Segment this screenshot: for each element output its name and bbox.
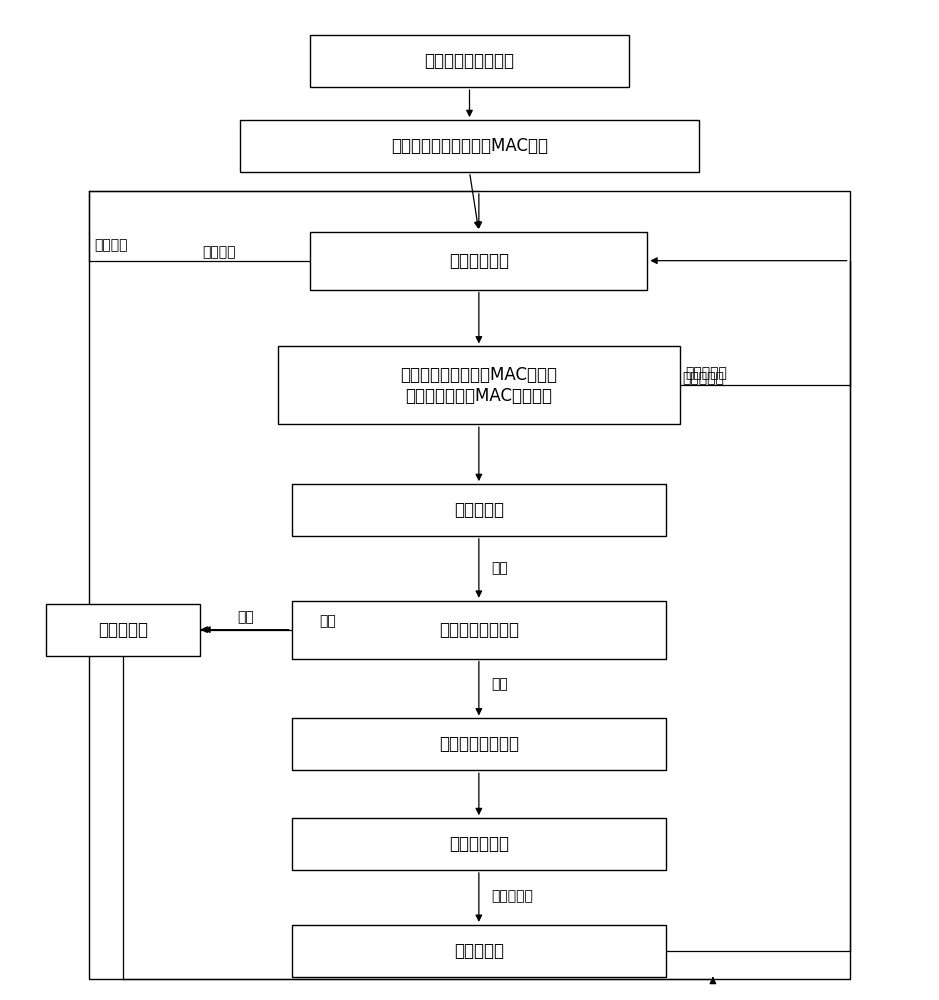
Text: 延时: 延时: [491, 561, 508, 575]
Text: 关闭车位锁: 关闭车位锁: [454, 942, 504, 960]
Bar: [292, 718, 666, 770]
Bar: [278, 346, 680, 424]
Text: 未搜索到: 未搜索到: [94, 239, 128, 253]
Text: 未搜索到: 未搜索到: [203, 246, 237, 260]
Text: 关闭车位锁: 关闭车位锁: [98, 621, 148, 639]
Text: 比对不一致: 比对不一致: [682, 371, 724, 385]
Bar: [292, 601, 666, 659]
Bar: [240, 120, 699, 172]
Text: 比对不一致: 比对不一致: [685, 366, 727, 380]
Bar: [292, 484, 666, 536]
Bar: [292, 818, 666, 870]
Bar: [89, 191, 850, 979]
Text: 车位上无车: 车位上无车: [491, 889, 533, 903]
Text: 打开车位锁: 打开车位锁: [454, 501, 504, 519]
Bar: [46, 604, 200, 656]
Text: 搜索蓝牙信号: 搜索蓝牙信号: [449, 252, 509, 270]
Text: 无车: 无车: [238, 611, 254, 625]
Bar: [311, 232, 647, 290]
Text: 车辆离开车库: 车辆离开车库: [449, 835, 509, 853]
Bar: [311, 35, 628, 87]
Text: 启动车辆检测模块: 启动车辆检测模块: [439, 621, 519, 639]
Bar: [292, 925, 666, 977]
Text: 获取车位锁配对蓝牙的MAC地址: 获取车位锁配对蓝牙的MAC地址: [391, 137, 548, 155]
Text: 初始化，车位锁配对: 初始化，车位锁配对: [424, 52, 515, 70]
Text: 获取所检测到蓝牙的MAC地址，
并与配对蓝牙的MAC地址比对: 获取所检测到蓝牙的MAC地址， 并与配对蓝牙的MAC地址比对: [400, 366, 558, 405]
Text: 无车: 无车: [319, 615, 336, 629]
Text: 关闭蓝牙检测模块: 关闭蓝牙检测模块: [439, 735, 519, 753]
Text: 有车: 有车: [491, 677, 508, 691]
